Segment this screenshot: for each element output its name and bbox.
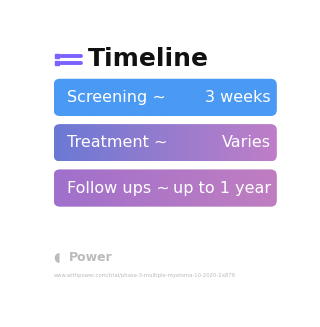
Text: Screening ~: Screening ~ [67, 90, 166, 105]
Text: ◖: ◖ [54, 251, 60, 264]
Text: up to 1 year: up to 1 year [172, 181, 271, 196]
Text: Power: Power [68, 251, 112, 264]
Text: www.withpower.com/trial/phase-3-multiple-myeloma-10-2020-2a879: www.withpower.com/trial/phase-3-multiple… [54, 273, 236, 278]
FancyBboxPatch shape [54, 79, 277, 116]
Text: Timeline: Timeline [88, 47, 209, 71]
FancyBboxPatch shape [54, 124, 277, 161]
FancyBboxPatch shape [54, 169, 277, 207]
Text: Varies: Varies [222, 135, 271, 150]
Text: Follow ups ~: Follow ups ~ [67, 181, 170, 196]
Text: Treatment ~: Treatment ~ [67, 135, 168, 150]
Text: 3 weeks: 3 weeks [205, 90, 271, 105]
